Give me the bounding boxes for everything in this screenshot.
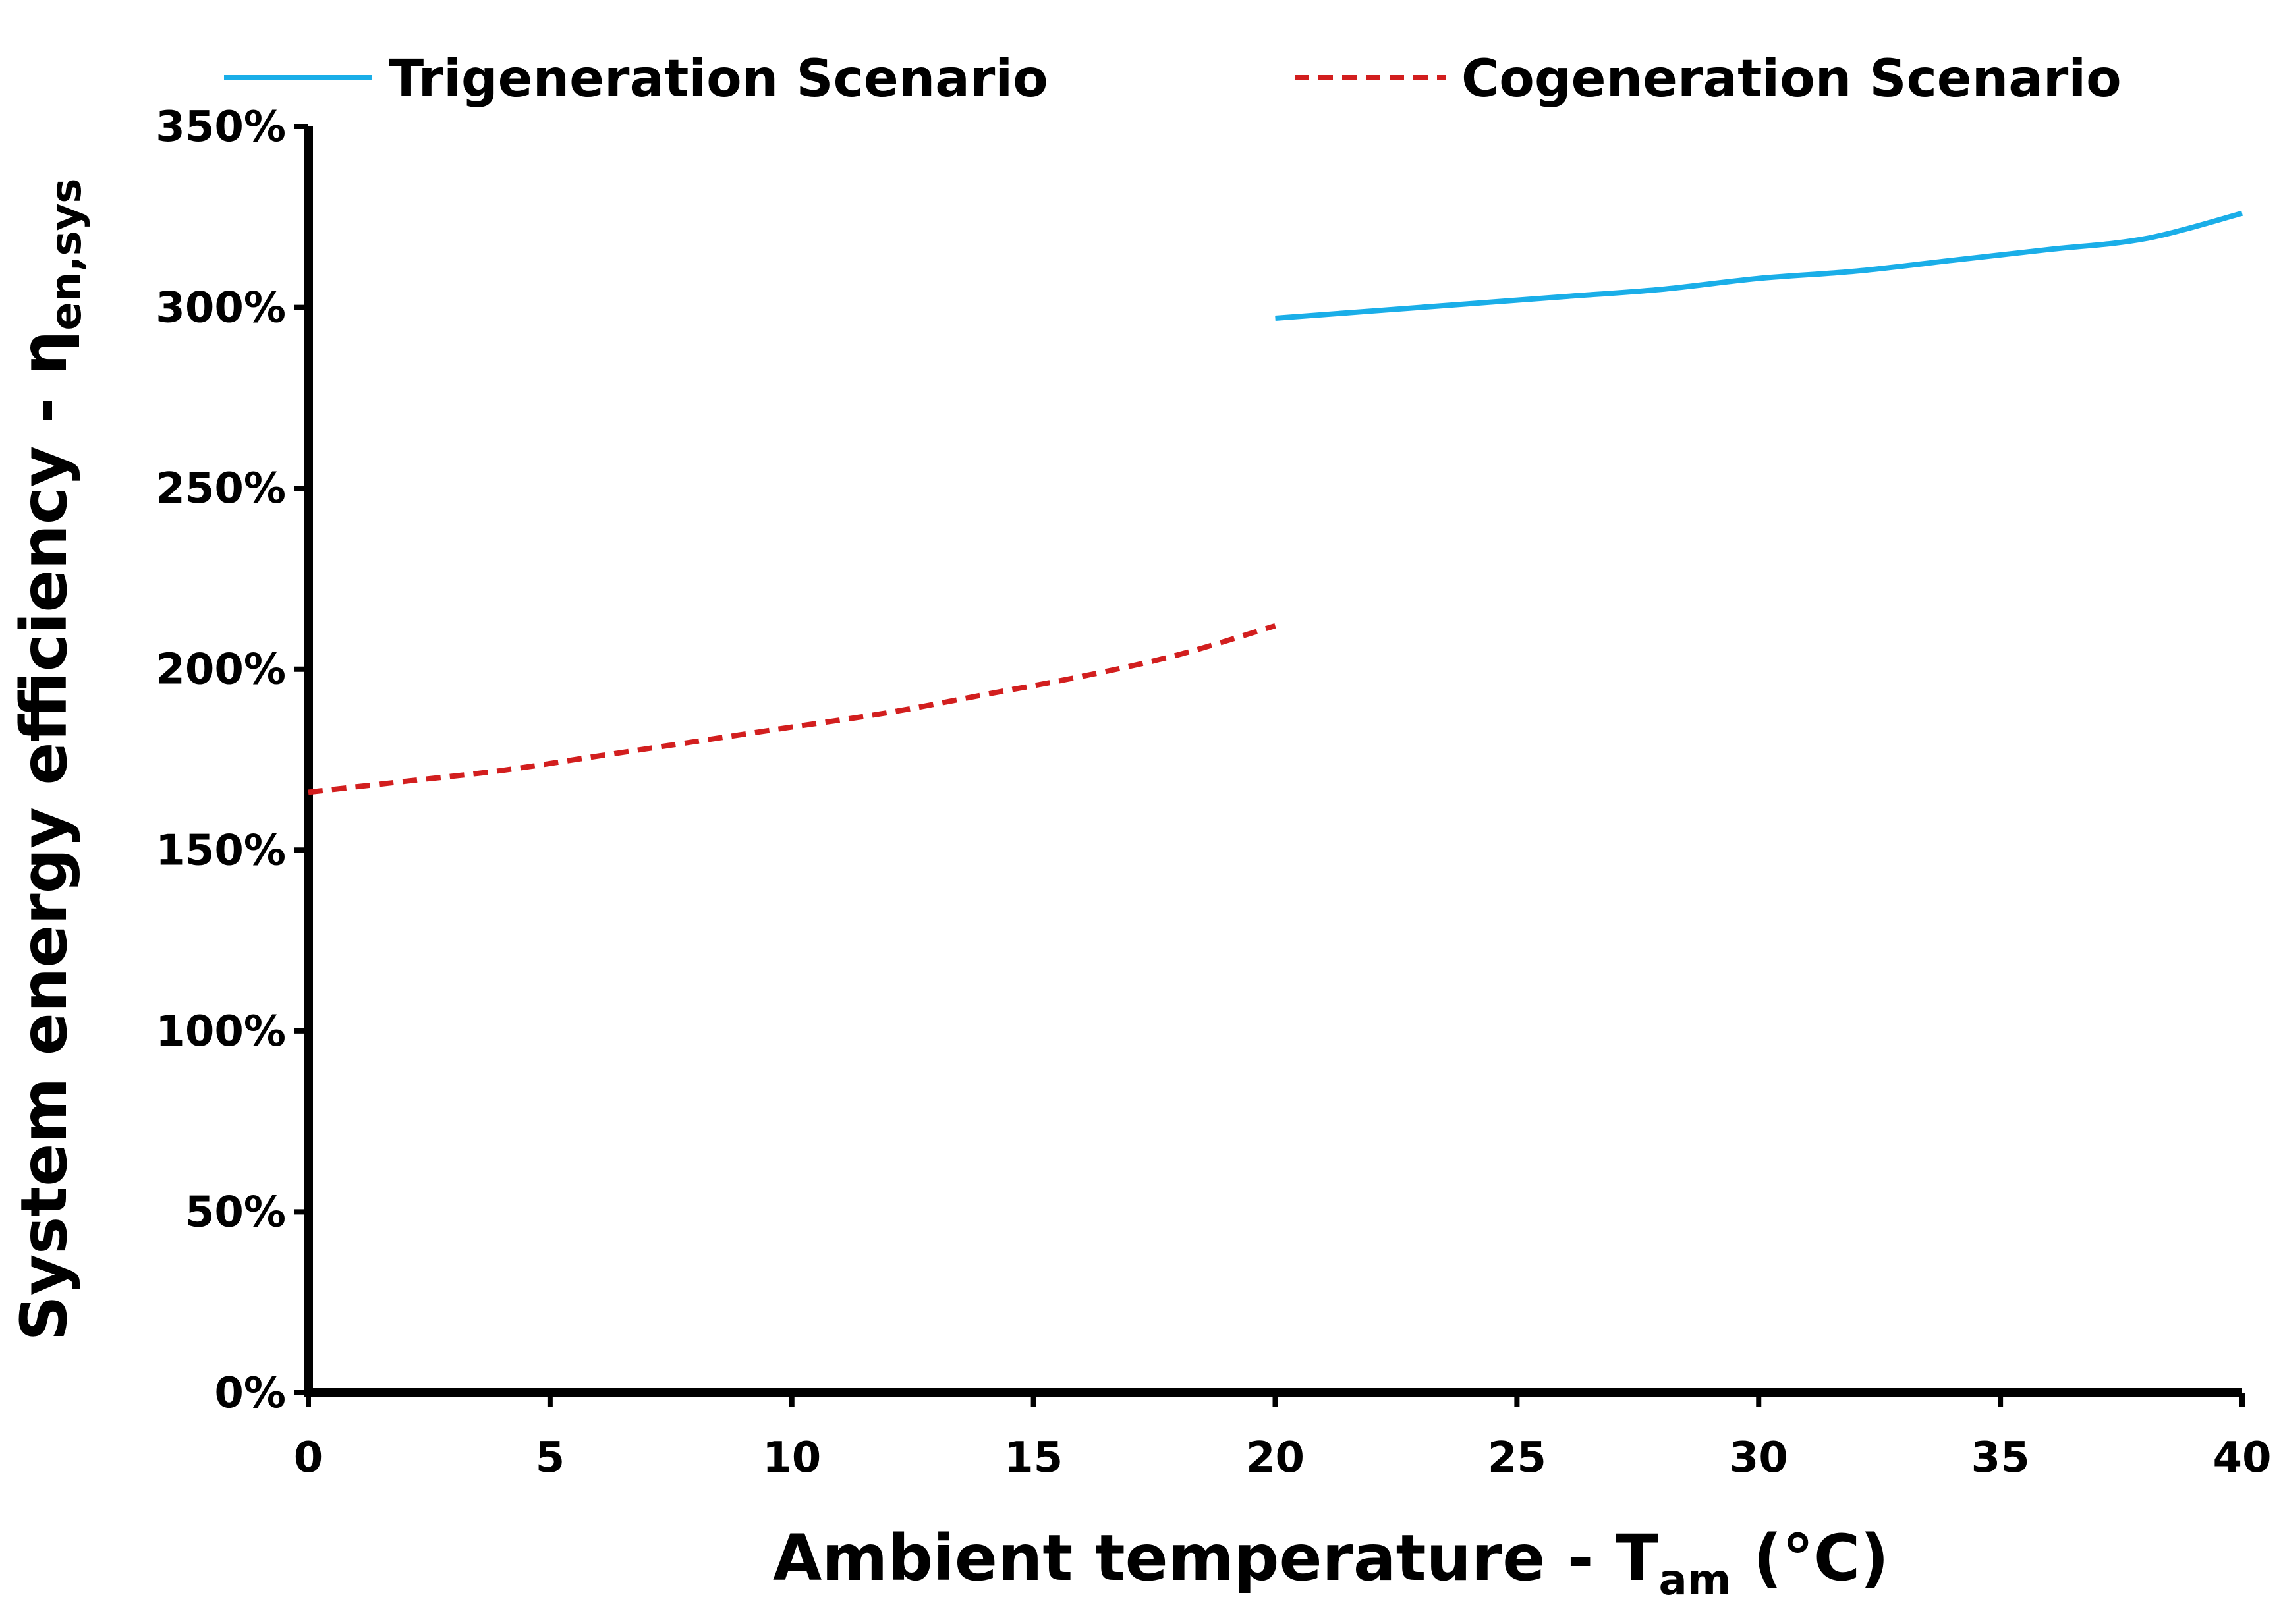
x-axis-title: Ambient temperature - Tam (°C) (773, 1521, 1889, 1605)
y-tick-labels: 0% 50% 100% 150% 200% 250% 300% 350% (155, 103, 286, 1418)
x-tick-marks (306, 1393, 2245, 1407)
x-tick-label: 15 (1004, 1434, 1063, 1482)
x-tick-label: 30 (1730, 1434, 1788, 1482)
y-tick-label: 50% (185, 1188, 286, 1237)
legend: Trigeneration Scenario Cogeneration Scen… (224, 49, 2122, 109)
y-tick-marks (294, 124, 308, 1395)
series-line-trigeneration-scenario (1275, 210, 2243, 322)
x-axis: 0 5 10 15 20 25 30 35 40 (294, 1388, 2272, 1482)
y-tick-label: 100% (155, 1007, 286, 1056)
x-tick-label: 0 (294, 1434, 324, 1482)
y-tick-label: 150% (155, 826, 286, 875)
x-tick-label: 5 (536, 1434, 565, 1482)
x-tick-label: 35 (1971, 1434, 2030, 1482)
y-axis-title: System energy efficiency - ηen,sys (7, 178, 91, 1341)
x-tick-label: 10 (762, 1434, 821, 1482)
x-tick-label: 40 (2212, 1434, 2271, 1482)
y-tick-label: 200% (155, 646, 286, 694)
x-tick-label: 20 (1246, 1434, 1305, 1482)
y-tick-label: 350% (155, 103, 286, 152)
series-group (308, 210, 2243, 795)
legend-label-trigeneration: Trigeneration Scenario (389, 49, 1048, 109)
y-tick-label: 0% (214, 1369, 286, 1418)
y-tick-label: 300% (155, 284, 286, 333)
legend-label-cogeneration: Cogeneration Scenario (1461, 49, 2122, 109)
series-line-cogeneration-scenario (308, 623, 1276, 795)
x-tick-labels: 0 5 10 15 20 25 30 35 40 (294, 1434, 2272, 1482)
y-tick-label: 250% (155, 464, 286, 513)
x-tick-label: 25 (1488, 1434, 1546, 1482)
y-axis: 0% 50% 100% 150% 200% 250% 300% 350% (155, 103, 313, 1418)
